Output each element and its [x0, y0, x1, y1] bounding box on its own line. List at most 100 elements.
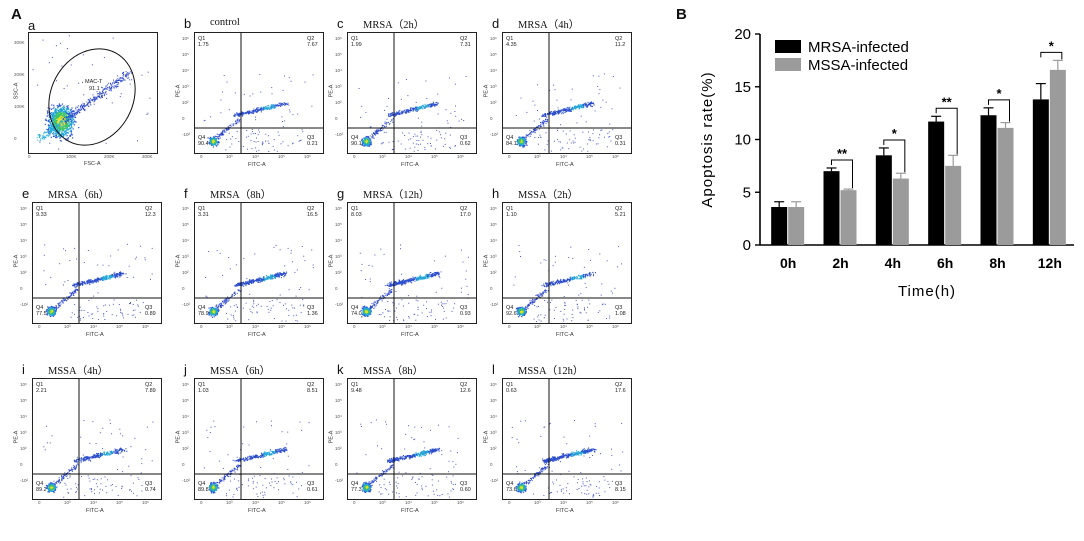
y-axis-label: PE-A [483, 430, 490, 444]
quadrant-q2-label: Q2 17.0 [460, 206, 471, 218]
x-tick-label: 0 [200, 154, 203, 159]
subpanel-letter: h [492, 186, 500, 201]
quadrant-q3-label: Q3 0.60 [460, 481, 471, 493]
x-tick-label: 0 [353, 500, 356, 505]
y-tick-label: 10³ [335, 84, 342, 89]
y-tick-label: 10⁶ [20, 206, 27, 211]
x-tick-label: 10³ [534, 154, 541, 159]
x-axis-label: FSC-A [84, 161, 101, 167]
bar-mrsa-infected [1032, 99, 1049, 245]
x-tick-label: 10⁵ [116, 500, 123, 505]
y-tick-label: 0 [490, 462, 493, 467]
y-tick-label: 10⁵ [182, 398, 189, 403]
y-tick-label: 10⁴ [335, 68, 342, 73]
x-tick-label: 10⁶ [142, 324, 149, 329]
bar-mssa-infected [892, 178, 909, 245]
significance-marker: ** [837, 146, 848, 161]
scatter-dots [503, 379, 631, 499]
x-tick-label: 10⁶ [304, 154, 311, 159]
significance-marker: * [892, 126, 898, 141]
plot-frame: Q1 2.21 Q2 7.89 Q4 89.2 Q3 0.74 [32, 378, 162, 500]
x-tick-label: 10⁵ [278, 500, 285, 505]
subpanel-letter: e [22, 186, 30, 201]
x-tick-label: 0 [200, 324, 203, 329]
y-tick-label: -10² [182, 478, 191, 483]
y-tick-label: 10² [20, 270, 27, 275]
x-tick-label: 0 [508, 324, 511, 329]
y-tick-label: 10² [490, 270, 497, 275]
quadrant-q4-label: Q4 89.2 [36, 481, 47, 493]
x-tick-label: 10³ [226, 154, 233, 159]
significance-bracket [935, 107, 958, 155]
quadrant-q1-label: Q1 1.03 [198, 382, 209, 394]
y-tick-label: 10⁶ [490, 206, 497, 211]
quadrant-q4-label: Q4 84.1 [506, 135, 517, 147]
gate-ellipse [48, 48, 136, 146]
quadrant-q3-label: Q3 8.15 [615, 481, 626, 493]
x-tick-label: 6h [937, 255, 953, 271]
quadrant-q3-label: Q3 0.74 [145, 481, 156, 493]
scatter-dots [195, 203, 323, 323]
quadrant-q1-label: Q1 8.03 [351, 206, 362, 218]
x-tick-label: 300K [142, 154, 153, 159]
y-tick-label: 10² [490, 100, 497, 105]
significance-bracket [883, 139, 906, 173]
y-tick-label: 10⁴ [20, 414, 27, 419]
y-tick-label: 10³ [182, 430, 189, 435]
subpanel-letter: f [184, 186, 188, 201]
y-tick-label: 10³ [335, 254, 342, 259]
x-axis-label: FITC-A [556, 162, 574, 168]
y-tick-label: 10⁶ [335, 36, 342, 41]
y-tick-label: 0 [335, 286, 338, 291]
x-axis-label: FITC-A [556, 508, 574, 514]
quadrant-q3-label: Q3 0.62 [460, 135, 471, 147]
y-tick-label: 10² [335, 446, 342, 451]
x-tick-label: 10⁶ [304, 500, 311, 505]
panel-title: MSSA（8h） [363, 366, 424, 377]
plot-frame: Q1 9.33 Q2 12.3 Q4 77.5 Q3 0.89 [32, 202, 162, 324]
x-tick-label: 4h [885, 255, 901, 271]
y-tick-label: 10³ [490, 430, 497, 435]
quadrant-q1-label: Q1 9.48 [351, 382, 362, 394]
x-tick-label: 10⁴ [560, 324, 567, 329]
y-axis-label: PE-A [328, 84, 335, 98]
y-tick-label: 10³ [182, 254, 189, 259]
y-tick-label: 10⁵ [335, 222, 342, 227]
y-tick-label: 5 [743, 184, 751, 201]
quadrant-q2-label: Q2 11.2 [615, 36, 626, 48]
panel-title: MSSA（6h） [210, 366, 271, 377]
plot-frame: Q1 9.48 Q2 12.6 Q4 77.3 Q3 0.60 [347, 378, 477, 500]
x-tick-label: 10⁶ [612, 500, 619, 505]
y-tick-label: 10² [335, 270, 342, 275]
y-tick-label: 10⁵ [20, 222, 27, 227]
y-tick-label: 10⁴ [335, 414, 342, 419]
y-tick-label: 10³ [182, 84, 189, 89]
significance-bracket [988, 99, 1010, 122]
scatter-dots [348, 33, 476, 153]
gate-value: 91.1 [89, 86, 100, 92]
y-tick-label: 0 [182, 286, 185, 291]
x-tick-label: 10⁴ [405, 500, 412, 505]
bar-mrsa-infected [823, 171, 840, 245]
y-tick-label: 0 [335, 462, 338, 467]
y-tick-label: 10³ [20, 254, 27, 259]
quadrant-q1-label: Q1 0.63 [506, 382, 517, 394]
quadrant-q1-label: Q1 4.35 [506, 36, 517, 48]
y-tick-label: 10⁶ [182, 382, 189, 387]
subpanel-letter: l [492, 362, 495, 377]
x-tick-label: 0 [353, 154, 356, 159]
gate-name: MAC-T [85, 79, 103, 85]
quadrant-q1-label: Q1 1.75 [198, 36, 209, 48]
y-tick-label: 10 [734, 132, 751, 149]
x-axis-label: FITC-A [401, 332, 419, 338]
x-tick-label: 10⁴ [252, 500, 259, 505]
plot-frame: Q1 1.10 Q2 5.21 Q4 92.6 Q3 1.08 [502, 202, 632, 324]
subpanel-letter: j [184, 362, 187, 377]
panel-title: MRSA（6h） [48, 190, 110, 201]
x-tick-label: 10³ [64, 500, 71, 505]
x-axis-label: FITC-A [556, 332, 574, 338]
x-tick-label: 10⁵ [278, 154, 285, 159]
x-tick-label: 10⁵ [431, 324, 438, 329]
subpanel-letter: d [492, 16, 500, 31]
quadrant-q2-label: Q2 17.6 [615, 382, 626, 394]
